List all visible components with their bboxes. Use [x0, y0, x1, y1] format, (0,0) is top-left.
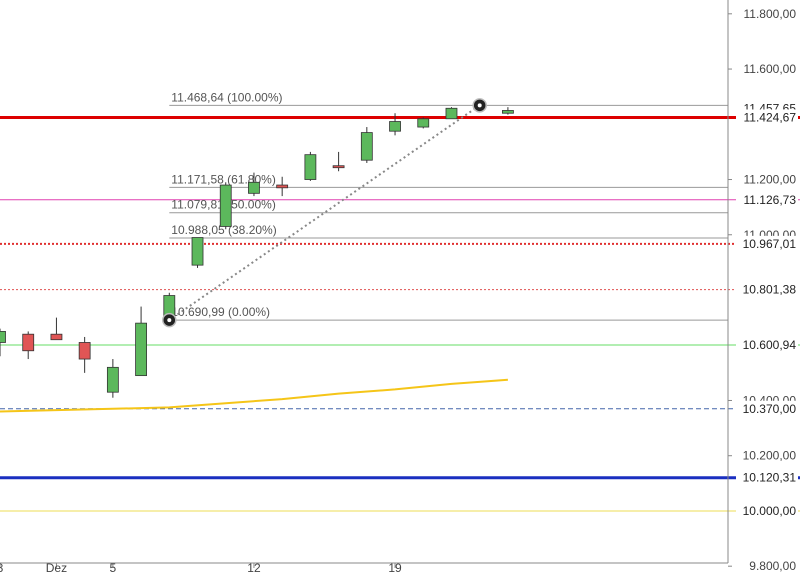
fib-level-label: 11.171,58 (61.80%) — [171, 172, 276, 186]
candle — [50, 317, 63, 341]
candle — [0, 328, 6, 357]
candle — [276, 176, 289, 197]
candle-body — [78, 342, 91, 360]
candle-body — [191, 237, 204, 266]
horizontal-lines-layer — [0, 115, 800, 512]
candle-body — [502, 110, 514, 114]
candle-body — [50, 333, 63, 341]
candle-body — [22, 333, 35, 352]
level-label: 10.967,01 — [743, 237, 797, 251]
moving-average-line — [0, 378, 508, 413]
y-tick-label: 9.800,00 — [749, 559, 796, 573]
level-label: 10.000,00 — [743, 504, 797, 518]
level-label: 10.801,38 — [743, 283, 797, 297]
level-label-bg — [736, 191, 798, 208]
level-label-bg — [736, 109, 798, 126]
trend-line-handle-dot — [477, 103, 482, 108]
y-tick-label: 11.800,00 — [744, 7, 797, 21]
candle — [22, 331, 35, 360]
candle-body — [445, 107, 458, 120]
x-tick-label: 8 — [0, 561, 4, 575]
candle-body — [276, 184, 289, 189]
candle — [219, 182, 232, 230]
fib-level-label: 10.690,99 (0.00%) — [171, 305, 270, 319]
x-tick-label: 5 — [110, 561, 117, 575]
candle-body — [360, 132, 373, 161]
level-label-bg — [736, 336, 798, 353]
x-tick-label: Dez — [46, 561, 67, 575]
level-label-bg — [736, 469, 798, 486]
candle — [248, 172, 260, 197]
level-label: 10.120,31 — [743, 471, 797, 485]
candle — [106, 359, 119, 398]
trend-line-handle-dot — [167, 318, 172, 323]
candle-body — [389, 121, 401, 132]
candle — [332, 151, 345, 172]
fib-level-label: 10.988,05 (38.20%) — [171, 223, 276, 237]
candle-body — [304, 154, 317, 180]
level-label: 10.370,00 — [743, 402, 797, 416]
candle-body — [417, 118, 430, 128]
moving-average-layer — [0, 378, 508, 413]
candle — [502, 107, 514, 115]
candle — [417, 117, 430, 129]
candle — [191, 237, 204, 268]
candle — [78, 336, 91, 373]
candle — [135, 306, 147, 377]
fibonacci-layer: 11.468,64 (100.00%)11.171,58 (61.80%)11.… — [169, 90, 728, 321]
y-tick-label: 11.600,00 — [744, 62, 797, 76]
candle-body — [106, 366, 119, 393]
x-tick-label: 12 — [247, 561, 261, 575]
candles-layer — [0, 107, 514, 398]
candle-body — [332, 165, 345, 169]
candle — [304, 151, 317, 181]
level-label-bg — [736, 400, 798, 417]
candle — [445, 107, 458, 120]
candle — [389, 113, 401, 136]
level-label-bg — [736, 281, 798, 298]
candle — [360, 127, 373, 163]
y-tick-label: 10.200,00 — [743, 449, 797, 463]
level-label: 11.126,73 — [744, 193, 797, 207]
candle-body — [248, 181, 260, 194]
candle-body — [219, 184, 232, 227]
y-tick-label: 11.200,00 — [744, 173, 797, 187]
level-label-bg — [736, 235, 798, 252]
level-label: 10.600,94 — [743, 338, 797, 352]
price-labels-layer: 11.457,6511.424,6711.126,7310.967,0110.8… — [736, 101, 798, 519]
candle-body — [135, 322, 147, 377]
candle-body — [0, 331, 6, 343]
fib-level-label: 11.468,64 (100.00%) — [171, 90, 282, 104]
x-tick-label: 19 — [388, 561, 402, 575]
level-label-bg — [736, 502, 798, 519]
level-label: 11.424,67 — [744, 110, 797, 124]
trend-line-layer — [162, 98, 487, 328]
